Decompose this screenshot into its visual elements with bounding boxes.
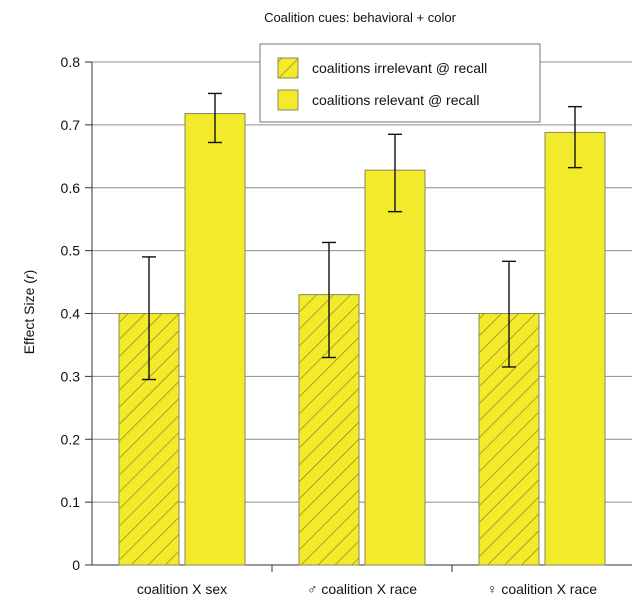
y-tick-label: 0.8 [61,54,81,70]
x-category-label: ♂ coalition X race [307,581,417,597]
y-axis-label: Effect Size (r) [21,270,37,355]
bar-irrelevant [118,313,180,566]
legend-box [259,43,541,123]
y-tick-label: 0 [72,557,80,573]
legend-label: coalitions relevant @ recall [312,92,480,108]
tick-labels: 0 0.1 0.2 0.3 0.4 0.5 0.6 0.7 0.8 coalition X sex… [61,54,598,597]
y-tick-label: 0.2 [61,431,81,447]
y-tick-label: 0.1 [61,494,81,510]
error-bars [142,92,582,381]
x-category-label: coalition X sex [137,581,227,597]
x-category-label: ♀ coalition X race [487,581,597,597]
y-tick-label: 0.6 [61,180,81,196]
bar-relevant [544,131,606,566]
legend: coalitions irrelevant @ recall coalitions… [259,43,541,123]
bar-relevant [184,113,246,566]
legend-swatch [277,57,299,79]
y-tick-label: 0.3 [61,368,81,384]
y-tick-label: 0.4 [61,306,81,322]
y-tick-label: 0.7 [61,117,81,133]
legend-swatch [277,89,299,111]
axes [85,61,632,572]
legend-label: coalitions irrelevant @ recall [312,60,487,76]
chart-title: Coalition cues: behavioral + color [264,10,457,25]
y-tick-label: 0.5 [61,243,81,259]
gridlines [92,61,632,503]
bars [118,113,606,566]
bar-relevant [364,169,426,566]
